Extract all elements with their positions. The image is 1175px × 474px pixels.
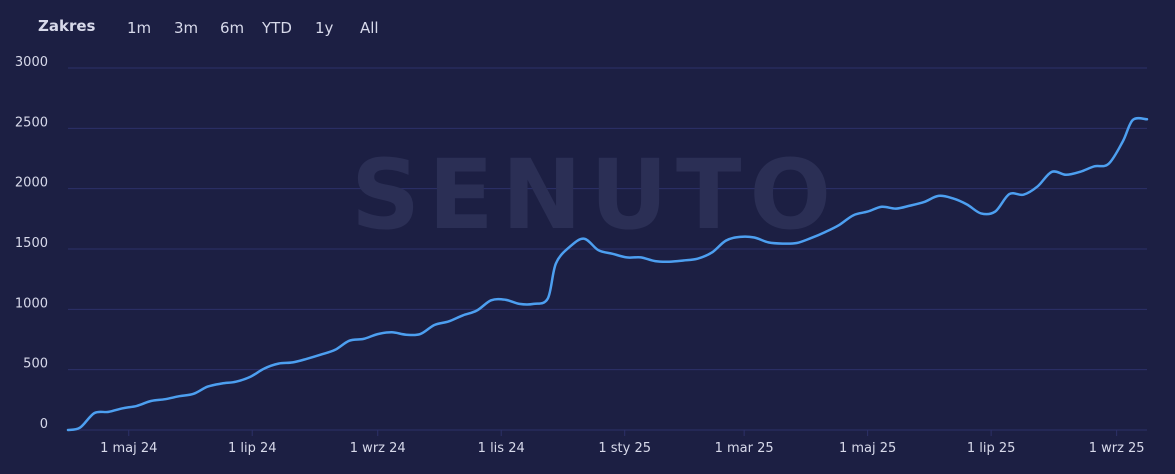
- x-tick-label: 1 mar 25: [715, 441, 774, 456]
- range-button-6m[interactable]: 6m: [220, 19, 245, 37]
- y-tick-label: 2500: [15, 115, 48, 130]
- range-button-ytd[interactable]: YTD: [262, 19, 292, 37]
- watermark-logo: SENUTO: [351, 139, 839, 251]
- x-axis: 1 maj 24 1 lip 24 1 wrz 24 1 lis 24 1 sty 25…: [68, 429, 1147, 456]
- series-line: [66, 116, 1149, 432]
- range-button-all[interactable]: All: [360, 19, 379, 37]
- y-tick-label: 2000: [15, 176, 48, 191]
- range-button-1m[interactable]: 1m: [127, 19, 152, 37]
- range-button-3m[interactable]: 3m: [174, 19, 199, 37]
- y-tick-label: 500: [23, 357, 48, 372]
- x-tick-label: 1 lip 25: [967, 441, 1016, 456]
- x-tick-label: 1 wrz 25: [1089, 441, 1145, 456]
- x-tick-label: 1 wrz 24: [350, 441, 406, 456]
- y-tick-label: 1500: [15, 236, 48, 251]
- x-tick-label: 1 sty 25: [598, 441, 651, 456]
- range-selector-title: Zakres: [38, 17, 96, 35]
- range-selector: Zakres 1m 3m 6m YTD 1y All: [0, 0, 1175, 58]
- x-tick-label: 1 maj 24: [100, 441, 157, 456]
- y-tick-label: 1000: [15, 296, 48, 311]
- range-button-1y[interactable]: 1y: [315, 19, 334, 37]
- y-tick-label: 0: [40, 417, 48, 432]
- x-tick-label: 1 maj 25: [839, 441, 896, 456]
- y-axis: 0 500 1000 1500 2000 2500 3000: [15, 55, 48, 432]
- y-tick-label: 3000: [15, 55, 48, 70]
- x-tick-label: 1 lis 24: [478, 441, 525, 456]
- x-tick-label: 1 lip 24: [228, 441, 277, 456]
